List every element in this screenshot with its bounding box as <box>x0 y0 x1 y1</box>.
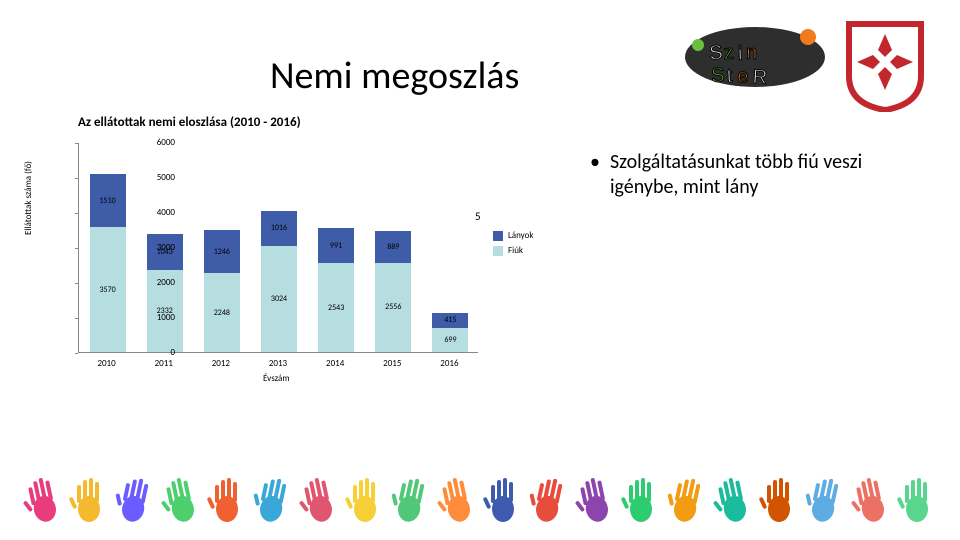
svg-text:z: z <box>723 42 735 65</box>
slide: Nemi megoszlás S z i n S t e R <box>0 0 960 540</box>
legend-swatch <box>493 231 503 241</box>
handprint-icon <box>897 475 937 525</box>
stray-text: 5 <box>475 210 481 223</box>
bar-value-label: 3024 <box>261 294 297 304</box>
ytick-label: 3000 <box>135 242 175 253</box>
bullet-text: Szolgáltatásunkat több fiú veszi igénybe… <box>610 150 930 200</box>
svg-text:S: S <box>710 64 725 87</box>
xtick-label: 2016 <box>429 358 469 369</box>
ytick-label: 6000 <box>135 137 175 148</box>
svg-text:i: i <box>737 42 742 64</box>
bar-value-label: 991 <box>318 241 354 251</box>
page-title: Nemi megoszlás <box>270 53 519 99</box>
bar-value-label: 2248 <box>204 308 240 318</box>
bullet-item: • Szolgáltatásunkat több fiú veszi igény… <box>590 150 930 200</box>
gender-chart: Az ellátottak nemi eloszlása (2010 - 201… <box>18 115 578 415</box>
legend-label: Fiúk <box>508 245 523 256</box>
chart-title: Az ellátottak nemi eloszlása (2010 - 201… <box>78 115 578 130</box>
handprint-icon <box>299 475 339 525</box>
bar-value-label: 699 <box>432 335 468 345</box>
handprint-icon <box>23 475 63 525</box>
handprints-row <box>0 460 960 540</box>
handprint-icon <box>391 475 431 525</box>
bullet-dot-icon: • <box>590 150 600 175</box>
handprint-icon <box>759 475 799 525</box>
ytick-label: 5000 <box>135 172 175 183</box>
xtick-label: 2010 <box>87 358 127 369</box>
handprint-icon <box>575 475 615 525</box>
bar-value-label: 2556 <box>375 302 411 312</box>
szinszter-logo: S z i n S t e R <box>680 17 830 97</box>
xtick-label: 2014 <box>315 358 355 369</box>
handprint-icon <box>529 475 569 525</box>
bar-value-label: 1016 <box>261 223 297 233</box>
handprint-icon <box>207 475 247 525</box>
xtick-label: 2011 <box>144 358 184 369</box>
ytick-label: 1000 <box>135 312 175 323</box>
xtick-label: 2015 <box>372 358 412 369</box>
handprint-icon <box>161 475 201 525</box>
ytick-label: 0 <box>135 347 175 358</box>
handprint-icon <box>667 475 707 525</box>
maltese-shield-logo <box>845 20 925 112</box>
handprint-icon <box>345 475 385 525</box>
svg-text:e: e <box>737 65 749 87</box>
handprint-icon <box>437 475 477 525</box>
handprint-icon <box>115 475 155 525</box>
handprint-icon <box>805 475 845 525</box>
handprint-icon <box>621 475 661 525</box>
legend-item: Fiúk <box>493 245 533 256</box>
chart-xlabel: Évszám <box>263 373 290 384</box>
xtick-label: 2012 <box>201 358 241 369</box>
svg-text:R: R <box>752 66 768 89</box>
handprint-icon <box>483 475 523 525</box>
chart-legend: Lányok Fiúk <box>493 230 533 260</box>
legend-label: Lányok <box>508 230 533 241</box>
handprint-icon <box>851 475 891 525</box>
bullet-list: • Szolgáltatásunkat több fiú veszi igény… <box>590 150 930 200</box>
bar-value-label: 1510 <box>90 196 126 206</box>
bar-value-label: 3570 <box>90 285 126 295</box>
handprint-icon <box>69 475 109 525</box>
ytick-label: 2000 <box>135 277 175 288</box>
ytick-label: 4000 <box>135 207 175 218</box>
bar-value-label: 889 <box>375 242 411 252</box>
handprint-icon <box>713 475 753 525</box>
handprint-icon <box>253 475 293 525</box>
xtick-label: 2013 <box>258 358 298 369</box>
bar-value-label: 2543 <box>318 303 354 313</box>
legend-swatch <box>493 246 503 256</box>
svg-text:n: n <box>746 42 758 64</box>
chart-ylabel: Ellátottak száma (fő) <box>23 161 34 235</box>
header: Nemi megoszlás S z i n S t e R <box>0 45 960 105</box>
legend-item: Lányok <box>493 230 533 241</box>
bar-value-label: 415 <box>432 315 468 325</box>
svg-text:S: S <box>708 41 724 64</box>
footer-decoration <box>0 460 960 540</box>
bar-value-label: 1246 <box>204 247 240 257</box>
